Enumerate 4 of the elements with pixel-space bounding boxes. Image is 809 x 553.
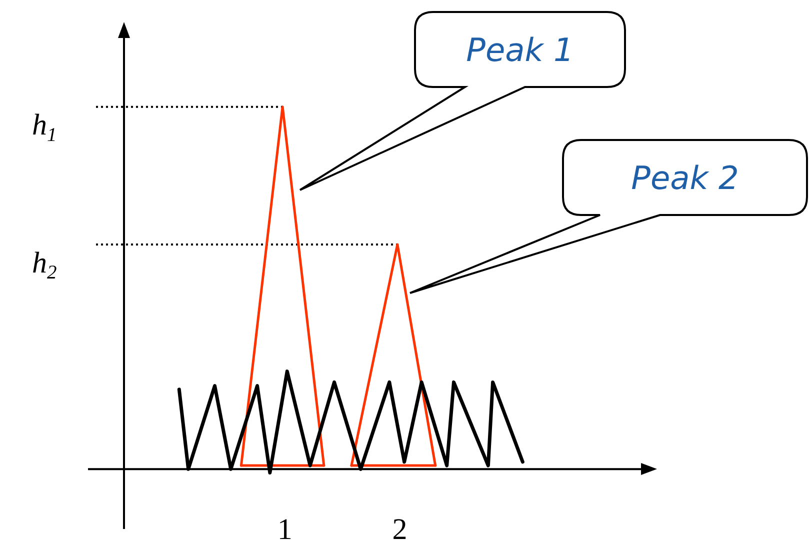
annotation: Peak 2 <box>631 158 739 196</box>
x-tick-label: 1 <box>277 512 292 546</box>
x-tick-label: 2 <box>392 512 408 546</box>
text: Peak 1 <box>466 30 574 68</box>
